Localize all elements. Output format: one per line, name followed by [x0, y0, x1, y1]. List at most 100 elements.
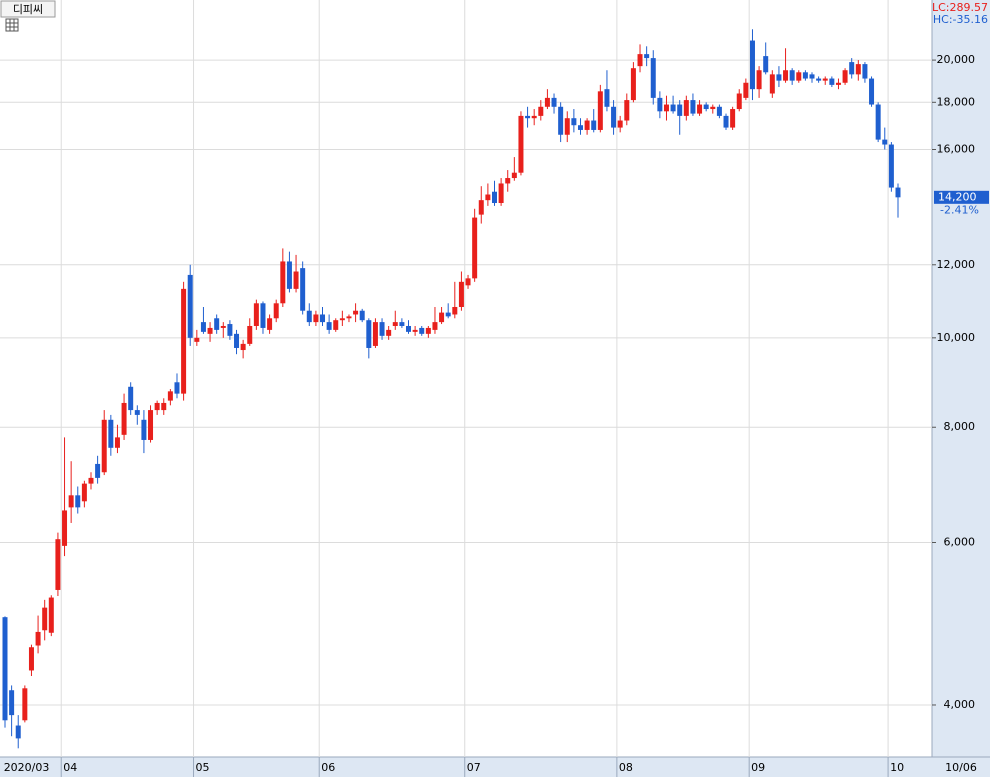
candle-body [862, 64, 868, 79]
candle-body [121, 402, 127, 435]
x-tick-label: 07 [467, 761, 481, 774]
candle-body [472, 217, 478, 279]
candle-body [108, 419, 114, 448]
candle-body [511, 172, 517, 179]
candle-body [749, 40, 755, 90]
candle-body [796, 72, 802, 81]
candle-body [353, 310, 359, 315]
candle-body [491, 191, 497, 204]
candle-body [194, 337, 200, 342]
candle-body [68, 495, 74, 508]
candle-body [644, 54, 650, 59]
candle-body [207, 327, 213, 334]
candle-body [313, 314, 319, 323]
candle-body [293, 271, 299, 289]
candle-body [763, 56, 769, 73]
candle-body [505, 178, 511, 184]
candle-body [392, 322, 398, 326]
x-tick-label: 10 [890, 761, 904, 774]
candle-body [372, 322, 378, 346]
candle-body [657, 97, 663, 112]
candle-body [48, 597, 54, 633]
y-axis-panel [932, 0, 990, 777]
candle-body [28, 647, 34, 671]
candle-body [386, 329, 392, 336]
candle-body [551, 97, 557, 107]
candle-body [379, 322, 385, 336]
table-icon[interactable] [5, 18, 19, 32]
candle-body [809, 74, 815, 79]
candle-body [789, 70, 795, 81]
candle-body [829, 78, 835, 85]
candle-body [663, 104, 669, 112]
candle-body [35, 631, 41, 646]
candle-body [88, 477, 94, 484]
candle-body [286, 261, 292, 289]
candle-body [776, 74, 782, 81]
candle-body [630, 68, 636, 101]
candle-body [439, 312, 445, 323]
candle-body [2, 617, 8, 721]
candle-body [736, 93, 742, 110]
candle-body [869, 78, 875, 105]
x-tick-label: 2020/03 [4, 761, 50, 774]
last-price-label: 14,200 [938, 190, 977, 203]
candle-body [769, 74, 775, 94]
candle-body [716, 106, 722, 116]
candle-body [677, 104, 683, 116]
candle-body [412, 329, 418, 332]
title-box [0, 0, 56, 18]
candle-body [730, 109, 736, 128]
candle-body [240, 343, 246, 351]
candle-body [498, 183, 504, 204]
candle-body [419, 327, 425, 334]
y-tick-label: 8,000 [944, 420, 976, 433]
hc-label: HC:-35.16 [933, 13, 988, 26]
candle-body [141, 419, 147, 440]
candle-body [822, 78, 828, 81]
candles [2, 29, 901, 749]
y-tick-label: 16,000 [937, 143, 976, 156]
x-tick-label: 08 [619, 761, 633, 774]
candle-body [478, 200, 484, 215]
last-date-label: 10/06 [945, 761, 977, 774]
candle-body [756, 70, 762, 90]
candle-body [458, 281, 464, 307]
y-tick-label: 18,000 [937, 95, 976, 108]
candle-body [55, 539, 61, 590]
candle-body [571, 118, 577, 126]
candle-body [214, 318, 220, 330]
x-axis-panel [0, 757, 990, 777]
candle-body [882, 139, 888, 145]
candle-body [690, 100, 696, 114]
y-tick-label: 4,000 [944, 698, 976, 711]
candle-body [267, 318, 273, 330]
candle-body [406, 325, 412, 332]
candle-body [399, 322, 405, 326]
candle-body [148, 410, 154, 440]
candle-body [465, 278, 471, 286]
candle-body [81, 483, 87, 502]
candle-body [260, 303, 266, 328]
candle-body [895, 187, 901, 198]
y-tick-label: 20,000 [937, 53, 976, 66]
candle-body [783, 70, 789, 81]
candle-body [849, 62, 855, 75]
candle-body [359, 310, 365, 321]
candle-body [452, 306, 458, 315]
candle-body [624, 100, 630, 121]
candle-body [273, 303, 279, 319]
y-tick-label: 10,000 [937, 331, 976, 344]
candle-body [346, 316, 352, 319]
x-tick-label: 05 [196, 761, 210, 774]
x-tick-label: 06 [321, 761, 335, 774]
candle-body [558, 106, 564, 135]
candle-body [723, 115, 729, 128]
candle-body [697, 104, 703, 114]
candle-body [577, 125, 583, 130]
y-tick-label: 12,000 [937, 258, 976, 271]
candle-body [538, 106, 544, 116]
candle-body [835, 82, 841, 85]
